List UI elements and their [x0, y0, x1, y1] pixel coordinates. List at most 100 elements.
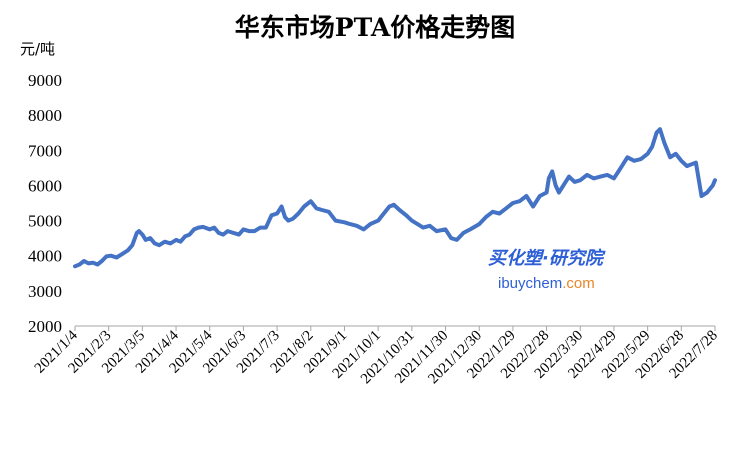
- price-series-line: [73, 127, 717, 269]
- price-point: [561, 183, 566, 187]
- price-point: [415, 222, 420, 226]
- price-point: [291, 217, 295, 221]
- price-point: [547, 176, 551, 180]
- watermark: 买化塑·研究院 ibuychem.com: [488, 248, 606, 292]
- price-point: [135, 231, 139, 235]
- price-point: [392, 203, 396, 207]
- y-tick-label: 8000: [28, 106, 62, 125]
- price-point: [694, 161, 698, 165]
- price-point: [468, 227, 472, 231]
- price-point: [455, 238, 459, 242]
- price-point: [327, 210, 331, 214]
- price-point: [221, 233, 225, 237]
- chart-title: 华东市场PTA价格走势图: [234, 13, 516, 42]
- price-point: [668, 155, 672, 159]
- price-point: [434, 229, 439, 233]
- price-point: [140, 233, 144, 237]
- price-point: [148, 236, 152, 240]
- price-point: [658, 127, 662, 131]
- price-point: [168, 241, 172, 245]
- price-point: [212, 226, 216, 230]
- price-point: [91, 261, 95, 265]
- y-tick-label: 9000: [28, 71, 62, 90]
- price-point: [632, 159, 636, 163]
- price-point: [126, 248, 130, 252]
- price-point: [679, 159, 683, 163]
- price-point: [296, 211, 300, 216]
- price-point: [208, 227, 212, 231]
- watermark-main-text: 买化塑·研究院: [488, 248, 606, 269]
- price-point: [598, 175, 603, 179]
- price-point: [382, 211, 386, 216]
- price-point: [545, 190, 549, 195]
- price-point: [137, 229, 141, 233]
- y-tick-label: 4000: [28, 247, 62, 266]
- price-point: [178, 240, 183, 244]
- price-point: [114, 255, 119, 260]
- price-point: [567, 175, 571, 179]
- price-point: [557, 190, 561, 195]
- price-point: [237, 233, 241, 237]
- price-point: [477, 222, 481, 226]
- price-point: [320, 208, 324, 212]
- price-point: [491, 210, 495, 214]
- watermark-site: ibuychem.com: [498, 275, 595, 292]
- price-point: [713, 178, 717, 182]
- price-point: [275, 211, 279, 216]
- price-point: [355, 224, 359, 228]
- price-point: [524, 194, 529, 198]
- price-point: [650, 145, 654, 149]
- price-point: [368, 222, 372, 226]
- price-point: [100, 259, 104, 263]
- y-tick-label: 5000: [28, 212, 62, 231]
- price-point: [538, 194, 542, 198]
- price-point: [253, 229, 257, 233]
- price-point: [77, 262, 82, 267]
- y-tick-label: 6000: [28, 176, 62, 195]
- price-point: [286, 219, 290, 223]
- price-point: [314, 206, 318, 210]
- price-point: [109, 254, 113, 258]
- price-point: [410, 219, 414, 223]
- price-point: [449, 236, 453, 240]
- price-point: [247, 229, 251, 233]
- price-point: [163, 240, 167, 244]
- price-point: [120, 252, 124, 256]
- price-point: [231, 231, 235, 235]
- price-point: [531, 204, 535, 209]
- y-axis: 2000 3000 4000 5000 6000 7000 8000 9000: [28, 71, 62, 336]
- price-point: [646, 152, 650, 156]
- price-point: [302, 204, 306, 209]
- price-point: [174, 238, 178, 242]
- price-point: [264, 226, 268, 230]
- price-point: [689, 162, 694, 166]
- price-point: [662, 141, 667, 145]
- price-point: [226, 229, 230, 233]
- price-point: [625, 155, 630, 159]
- price-point: [511, 201, 515, 205]
- price-point: [95, 262, 100, 267]
- price-point: [699, 194, 704, 198]
- price-point: [269, 213, 274, 217]
- price-point: [585, 173, 589, 177]
- price-point: [144, 238, 148, 242]
- price-point: [333, 219, 338, 223]
- price-point: [404, 213, 408, 217]
- y-tick-label: 7000: [28, 141, 62, 160]
- price-point: [192, 227, 196, 231]
- price-point: [86, 261, 91, 265]
- price-point: [104, 254, 108, 258]
- price-point: [639, 157, 643, 161]
- price-point: [504, 206, 508, 210]
- price-point: [605, 173, 609, 177]
- price-point: [578, 178, 582, 182]
- price-point: [376, 219, 380, 223]
- y-axis-unit-label: 元/吨: [20, 40, 56, 58]
- price-point: [421, 226, 425, 230]
- price-point: [241, 227, 245, 231]
- price-point: [674, 152, 678, 156]
- price-point: [705, 190, 709, 195]
- price-point: [362, 227, 366, 231]
